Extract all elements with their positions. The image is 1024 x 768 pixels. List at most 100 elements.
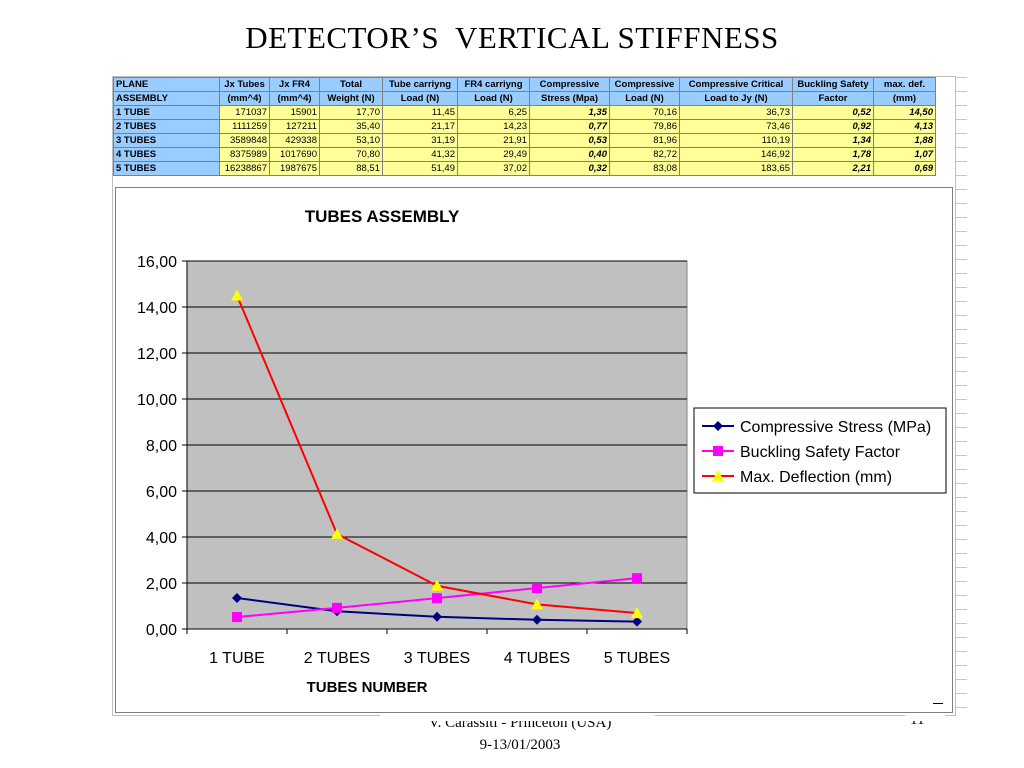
x-tick-label: 2 TUBES (304, 650, 370, 667)
table-cell[interactable]: 41,32 (382, 147, 458, 162)
table-header-cell[interactable]: (mm^4) (219, 91, 270, 106)
table-cell[interactable]: 70,80 (319, 147, 383, 162)
table-cell[interactable]: 0,53 (529, 133, 610, 148)
legend-marker (713, 446, 723, 456)
row-label-cell[interactable]: 5 TUBES (113, 161, 220, 176)
data-point (232, 612, 242, 623)
table-cell[interactable]: 37,02 (457, 161, 530, 176)
table-cell[interactable]: 127211 (269, 119, 320, 134)
slide-title: DETECTOR’S VERTICAL STIFFNESS (245, 20, 779, 55)
x-tick-label: 4 TUBES (504, 650, 570, 667)
table-header-cell[interactable]: Tube carriyng (382, 77, 458, 92)
table-cell[interactable]: 73,46 (679, 119, 793, 134)
table-header-cell[interactable]: Load to Jy (N) (679, 91, 793, 106)
table-header-cell[interactable]: Weight (N) (319, 91, 383, 106)
chart-container[interactable]: TUBES ASSEMBLY 0,00 2,00 4,00 6,00 8,00 10,00 1… (115, 187, 953, 713)
table-cell[interactable]: 15901 (269, 105, 320, 120)
table-cell[interactable]: 31,19 (382, 133, 458, 148)
table-cell[interactable]: 183,65 (679, 161, 793, 176)
table-header-cell[interactable]: Load (N) (457, 91, 530, 106)
table-header-cell[interactable]: Jx Tubes (219, 77, 270, 92)
table-cell[interactable]: 81,96 (609, 133, 680, 148)
table-cell[interactable]: 429338 (269, 133, 320, 148)
table-cell[interactable]: 1,07 (873, 147, 936, 162)
table-cell[interactable]: 6,25 (457, 105, 530, 120)
data-point (431, 579, 443, 591)
table-header-cell[interactable]: (mm^4) (269, 91, 320, 106)
data-point (231, 289, 243, 301)
table-header-cell[interactable]: (mm) (873, 91, 936, 106)
table-cell[interactable]: 79,86 (609, 119, 680, 134)
table-cell[interactable]: 83,08 (609, 161, 680, 176)
table-cell[interactable]: 0,92 (792, 119, 874, 134)
table-cell[interactable]: 110,19 (679, 133, 793, 148)
table-row: 3 TUBES 3589848 429338 53,10 31,19 21,91 0,53 8… (113, 133, 936, 148)
table-cell[interactable]: 0,77 (529, 119, 610, 134)
table-cell[interactable]: 35,40 (319, 119, 383, 134)
table-cell[interactable]: 171037 (219, 105, 270, 120)
table-header-cell[interactable]: Jx FR4 (269, 77, 320, 92)
table-cell[interactable]: 21,91 (457, 133, 530, 148)
legend-label: Buckling Safety Factor (740, 444, 901, 461)
table-cell[interactable]: 53,10 (319, 133, 383, 148)
table-header-cell[interactable]: Factor (792, 91, 874, 106)
table-cell[interactable]: 1987675 (269, 161, 320, 176)
table-cell[interactable]: 11,45 (382, 105, 458, 120)
y-tick-label: 10,00 (137, 392, 177, 409)
table-cell[interactable]: 1,78 (792, 147, 874, 162)
table-cell[interactable]: 0,52 (792, 105, 874, 120)
table-header-cell[interactable]: Total (319, 77, 383, 92)
table-cell[interactable]: 1,88 (873, 133, 936, 148)
data-point (631, 607, 643, 619)
table-cell[interactable]: 1,34 (792, 133, 874, 148)
legend-marker (712, 470, 724, 481)
data-point (532, 583, 542, 594)
table-cell[interactable]: 146,92 (679, 147, 793, 162)
table-header-cell[interactable]: PLANE (113, 77, 220, 92)
table-header-cell[interactable]: max. def. (873, 77, 936, 92)
table-cell[interactable]: 14,23 (457, 119, 530, 134)
table-cell[interactable]: 29,49 (457, 147, 530, 162)
table-cell[interactable]: 36,73 (679, 105, 793, 120)
row-label-cell[interactable]: 3 TUBES (113, 133, 220, 148)
legend-label: Max. Deflection (mm) (740, 469, 892, 486)
data-point (332, 602, 342, 613)
table-header-cell[interactable]: Compressive (609, 77, 680, 92)
table-header-cell[interactable]: ASSEMBLY (113, 91, 220, 106)
x-tick-label: 3 TUBES (404, 650, 470, 667)
table-header-row: ASSEMBLY (mm^4) (mm^4) Weight (N) Load (N) Lo… (113, 91, 936, 106)
y-tick-label: 0,00 (146, 622, 177, 639)
table-cell[interactable]: 1017690 (269, 147, 320, 162)
data-point (232, 592, 242, 603)
table-cell[interactable]: 8375989 (219, 147, 270, 162)
x-axis-title: TUBES NUMBER (307, 679, 428, 696)
row-label-cell[interactable]: 1 TUBE (113, 105, 220, 120)
table-cell[interactable]: 0,32 (529, 161, 610, 176)
table-header-cell[interactable]: Buckling Safety (792, 77, 874, 92)
table-cell[interactable]: 21,17 (382, 119, 458, 134)
table-cell[interactable]: 3589848 (219, 133, 270, 148)
row-label-cell[interactable]: 4 TUBES (113, 147, 220, 162)
table-cell[interactable]: 82,72 (609, 147, 680, 162)
table-header-cell[interactable]: Compressive Critical (679, 77, 793, 92)
table-cell[interactable]: 16238867 (219, 161, 270, 176)
table-cell[interactable]: 88,51 (319, 161, 383, 176)
table-header-cell[interactable]: Load (N) (382, 91, 458, 106)
table-cell[interactable]: 0,69 (873, 161, 936, 176)
table-cell[interactable]: 1111259 (219, 119, 270, 134)
table-cell[interactable]: 4,13 (873, 119, 936, 134)
table-cell[interactable]: 2,21 (792, 161, 874, 176)
table-header-cell[interactable]: Load (N) (609, 91, 680, 106)
table-cell[interactable]: 14,50 (873, 105, 936, 120)
sheet-gridlines (956, 77, 967, 708)
table-cell[interactable]: 70,16 (609, 105, 680, 120)
table-cell[interactable]: 1,35 (529, 105, 610, 120)
table-cell[interactable]: 0,40 (529, 147, 610, 162)
table-header-cell[interactable]: FR4 carriyng (457, 77, 530, 92)
table-cell[interactable]: 17,70 (319, 105, 383, 120)
data-point (531, 598, 543, 610)
table-cell[interactable]: 51,49 (382, 161, 458, 176)
table-header-cell[interactable]: Compressive (529, 77, 610, 92)
table-header-cell[interactable]: Stress (Mpa) (529, 91, 610, 106)
row-label-cell[interactable]: 2 TUBES (113, 119, 220, 134)
